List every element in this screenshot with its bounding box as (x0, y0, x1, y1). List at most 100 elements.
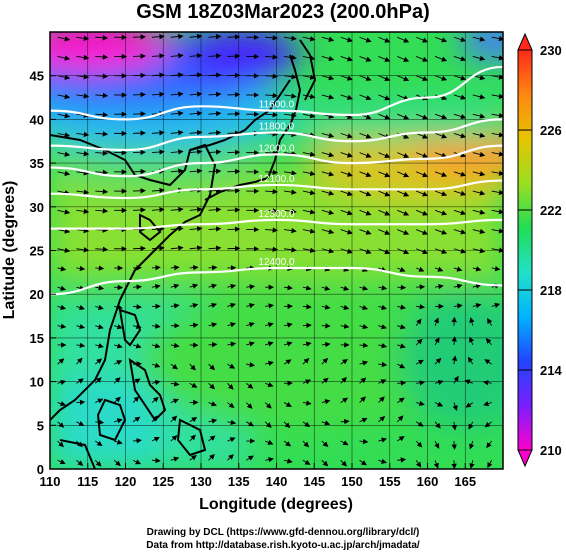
wind-arrow (453, 132, 467, 139)
wind-arrow (57, 421, 65, 428)
wind-arrow (491, 74, 503, 80)
wind-arrow (246, 302, 255, 309)
wind-arrow (359, 229, 372, 235)
wind-arrow (378, 396, 385, 403)
wind-arrow (434, 113, 448, 120)
wind-arrow (57, 401, 67, 407)
wind-arrow (340, 248, 353, 254)
wind-arrow (227, 402, 235, 408)
wind-arrow (340, 56, 353, 62)
wind-arrow (359, 396, 366, 403)
wind-arrow (227, 437, 236, 443)
wind-arrow (133, 149, 146, 155)
wind-arrow (133, 130, 146, 136)
wind-arrow (189, 455, 197, 461)
wind-arrow (170, 245, 184, 251)
wind-arrow (397, 304, 407, 310)
wind-arrow (189, 363, 196, 371)
wind-arrow (283, 170, 297, 176)
wind-arrow (378, 190, 391, 197)
wind-arrow (151, 379, 161, 386)
wind-arrow (76, 247, 90, 253)
wind-arrow (151, 33, 165, 40)
wind-arrow (302, 170, 316, 177)
wind-arrow (95, 92, 109, 99)
wind-arrow (416, 190, 429, 197)
wind-arrow (451, 355, 458, 365)
x-tick-label: 150 (341, 474, 363, 489)
wind-arrow (359, 94, 372, 101)
wind-arrow (483, 401, 492, 407)
wind-arrow (451, 421, 458, 431)
wind-arrow (487, 460, 493, 469)
wind-arrow (57, 459, 66, 465)
contour-label: 12000.0 (258, 143, 295, 154)
wind-arrow (464, 379, 473, 385)
wind-arrow (452, 402, 458, 411)
wind-arrow (302, 113, 316, 119)
contour-label: 11800.0 (259, 122, 295, 133)
y-tick-label: 0 (37, 462, 44, 477)
wind-arrow (482, 380, 492, 386)
wind-arrow (469, 440, 475, 450)
wind-arrow (151, 53, 165, 59)
wind-arrow (485, 338, 493, 346)
wind-arrow (415, 318, 422, 326)
wind-arrow (283, 35, 297, 41)
wind-arrow (465, 402, 474, 408)
wind-arrow (151, 396, 159, 403)
wind-arrow (472, 151, 486, 158)
wind-arrow (321, 171, 335, 177)
wind-arrow (416, 132, 429, 139)
wind-arrow (265, 382, 274, 388)
wind-arrow (283, 421, 291, 429)
y-tick-label: 40 (30, 112, 44, 127)
wind-arrow (283, 208, 297, 215)
y-axis-label: Latitude (degrees) (1, 181, 18, 320)
wind-arrow (283, 284, 293, 291)
wind-arrow (302, 440, 310, 448)
wind-arrow (283, 93, 297, 99)
colorbar-tick-label: 230 (540, 43, 562, 58)
wind-arrow (416, 229, 429, 235)
wind-arrow (415, 421, 424, 427)
wind-arrow (151, 265, 161, 271)
wind-arrow (359, 209, 372, 216)
wind-arrow (359, 438, 369, 445)
wind-arrow (378, 209, 391, 216)
wind-arrow (340, 359, 348, 365)
wind-arrow (265, 322, 274, 328)
wind-arrow (264, 421, 272, 428)
wind-arrow (151, 457, 161, 464)
wind-arrow (416, 56, 429, 62)
wind-arrow (264, 402, 272, 409)
wind-arrow (76, 93, 90, 99)
wind-arrow (208, 363, 216, 371)
wind-arrow (208, 341, 218, 348)
wind-arrow (302, 189, 316, 196)
wind-arrow (434, 36, 448, 43)
wind-arrow (302, 247, 316, 253)
y-tick-label: 35 (30, 156, 44, 171)
wind-arrow (340, 94, 353, 100)
wind-arrow (415, 359, 424, 365)
wind-arrow (113, 360, 123, 366)
wind-arrow (57, 151, 71, 157)
wind-arrow (265, 246, 279, 252)
y-tick-label: 30 (30, 200, 44, 215)
wind-arrow (265, 111, 279, 118)
wind-arrow (378, 304, 387, 310)
wind-arrow (76, 420, 85, 426)
wind-arrow (151, 207, 165, 213)
wind-arrow (340, 418, 350, 425)
wind-arrow (76, 74, 90, 80)
wind-arrow (397, 171, 410, 178)
wind-arrow (227, 188, 241, 194)
contour-line (50, 118, 503, 152)
wind-arrow (113, 459, 121, 467)
wind-arrow (189, 33, 203, 40)
wind-arrow (340, 190, 353, 197)
wind-arrow (114, 343, 123, 349)
wind-arrow (359, 190, 372, 197)
